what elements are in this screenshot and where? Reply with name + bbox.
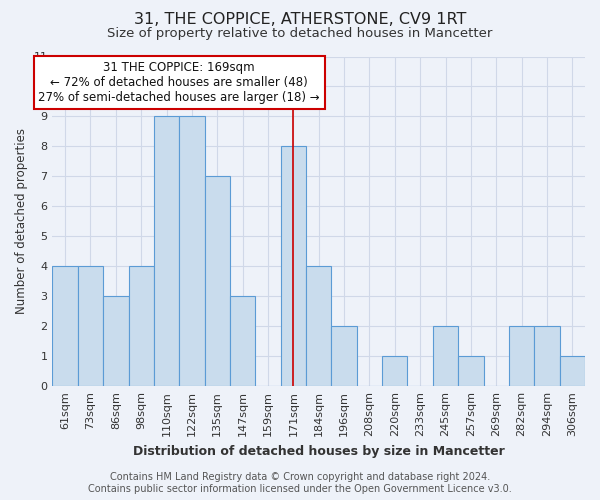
- X-axis label: Distribution of detached houses by size in Mancetter: Distribution of detached houses by size …: [133, 444, 505, 458]
- Text: 31 THE COPPICE: 169sqm
← 72% of detached houses are smaller (48)
27% of semi-det: 31 THE COPPICE: 169sqm ← 72% of detached…: [38, 61, 320, 104]
- Bar: [534, 326, 560, 386]
- Bar: [179, 116, 205, 386]
- Bar: [433, 326, 458, 386]
- Text: Size of property relative to detached houses in Mancetter: Size of property relative to detached ho…: [107, 28, 493, 40]
- Bar: [382, 356, 407, 386]
- Text: Contains HM Land Registry data © Crown copyright and database right 2024.
Contai: Contains HM Land Registry data © Crown c…: [88, 472, 512, 494]
- Bar: [154, 116, 179, 386]
- Bar: [205, 176, 230, 386]
- Bar: [306, 266, 331, 386]
- Bar: [230, 296, 256, 386]
- Bar: [560, 356, 585, 386]
- Bar: [458, 356, 484, 386]
- Bar: [281, 146, 306, 386]
- Bar: [331, 326, 357, 386]
- Text: 31, THE COPPICE, ATHERSTONE, CV9 1RT: 31, THE COPPICE, ATHERSTONE, CV9 1RT: [134, 12, 466, 28]
- Y-axis label: Number of detached properties: Number of detached properties: [15, 128, 28, 314]
- Bar: [78, 266, 103, 386]
- Bar: [509, 326, 534, 386]
- Bar: [52, 266, 78, 386]
- Bar: [128, 266, 154, 386]
- Bar: [103, 296, 128, 386]
